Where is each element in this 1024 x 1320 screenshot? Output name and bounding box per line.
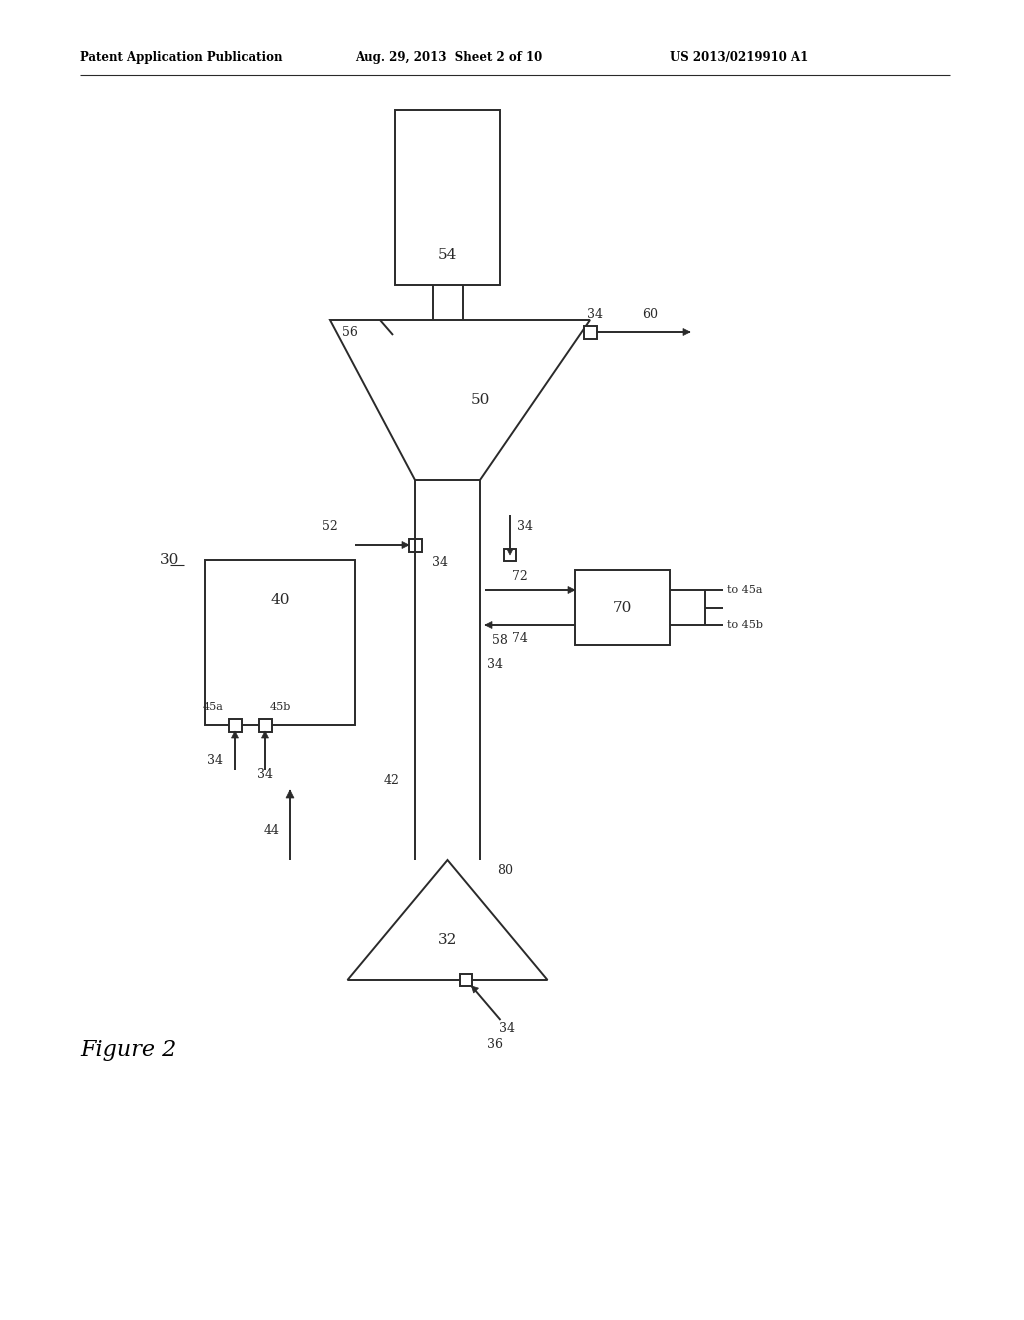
- Text: Figure 2: Figure 2: [80, 1039, 176, 1061]
- Polygon shape: [231, 731, 239, 738]
- Text: 34: 34: [517, 520, 534, 533]
- Text: 30: 30: [161, 553, 179, 568]
- Polygon shape: [286, 789, 294, 799]
- Text: 44: 44: [264, 824, 280, 837]
- Bar: [575, 570, 670, 645]
- Bar: [228, 718, 242, 731]
- Bar: [409, 539, 422, 552]
- Text: 34: 34: [500, 1022, 515, 1035]
- Text: 34: 34: [257, 768, 273, 781]
- Text: 80: 80: [497, 863, 513, 876]
- Polygon shape: [471, 986, 478, 993]
- Polygon shape: [347, 861, 548, 979]
- Bar: [395, 110, 500, 285]
- Polygon shape: [402, 541, 409, 549]
- Text: 34: 34: [487, 659, 503, 672]
- Text: 36: 36: [487, 1039, 504, 1052]
- Bar: [258, 718, 271, 731]
- Polygon shape: [683, 329, 690, 335]
- Text: 45b: 45b: [269, 702, 291, 711]
- Text: 34: 34: [587, 308, 603, 321]
- Text: 34: 34: [207, 754, 223, 767]
- Bar: [460, 974, 471, 986]
- Text: 40: 40: [270, 593, 290, 607]
- Text: 45a: 45a: [203, 702, 223, 711]
- Text: 52: 52: [323, 520, 338, 533]
- Bar: [205, 560, 355, 725]
- Text: 32: 32: [438, 933, 457, 946]
- Text: 58: 58: [492, 634, 508, 647]
- Text: 72: 72: [512, 569, 528, 582]
- Text: Aug. 29, 2013  Sheet 2 of 10: Aug. 29, 2013 Sheet 2 of 10: [355, 51, 543, 65]
- Polygon shape: [568, 586, 575, 594]
- Polygon shape: [485, 622, 492, 628]
- Text: to 45b: to 45b: [727, 620, 763, 630]
- Polygon shape: [507, 549, 513, 554]
- Text: US 2013/0219910 A1: US 2013/0219910 A1: [670, 51, 808, 65]
- Text: 70: 70: [612, 601, 632, 615]
- Polygon shape: [330, 319, 590, 480]
- Text: 60: 60: [642, 308, 658, 321]
- Text: 34: 34: [432, 557, 449, 569]
- Text: 56: 56: [342, 326, 358, 338]
- Text: 50: 50: [470, 393, 489, 407]
- Text: 74: 74: [512, 632, 528, 645]
- Bar: [504, 549, 516, 561]
- Text: Patent Application Publication: Patent Application Publication: [80, 51, 283, 65]
- Text: 42: 42: [384, 774, 400, 787]
- Text: to 45a: to 45a: [727, 585, 763, 595]
- Text: 54: 54: [438, 248, 457, 261]
- Bar: [584, 326, 597, 338]
- Polygon shape: [261, 731, 268, 738]
